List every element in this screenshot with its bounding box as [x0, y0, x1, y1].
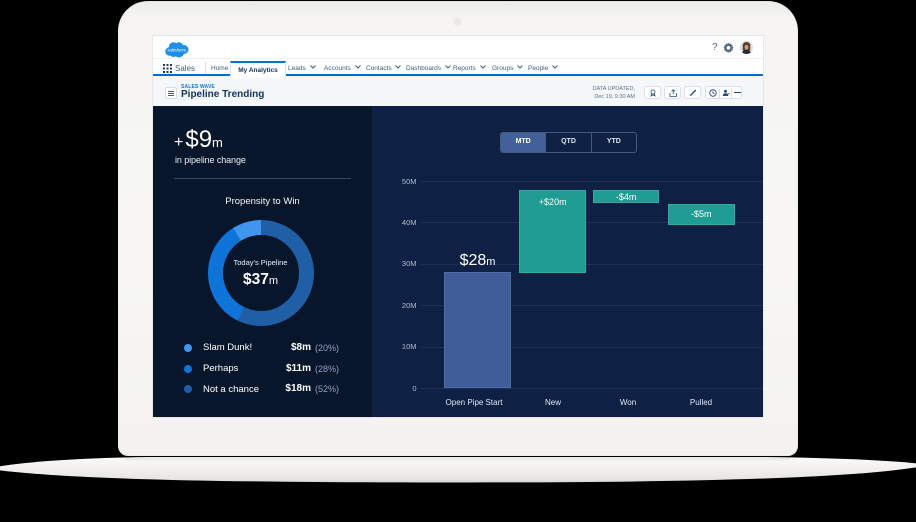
svg-text:salesforce: salesforce [167, 47, 186, 52]
